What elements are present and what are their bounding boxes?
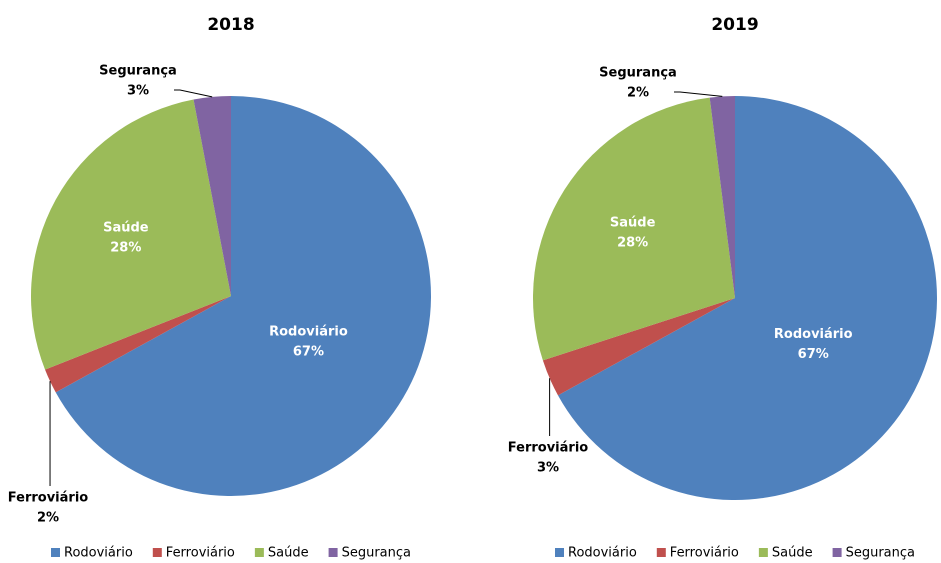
- legend: Rodoviário Ferroviário Saúde Segurança: [51, 546, 411, 561]
- legend: Rodoviário Ferroviário Saúde Segurança: [555, 546, 915, 561]
- data-label-name: Ferroviário: [508, 441, 588, 456]
- legend-swatch: [254, 548, 264, 557]
- data-label-name: Ferroviário: [8, 491, 88, 506]
- data-label-name: Saúde: [103, 221, 149, 236]
- chart-title: 2018: [207, 15, 254, 35]
- pie-slice: [533, 97, 735, 361]
- data-label-value: 3%: [537, 461, 559, 476]
- pie-slice: [542, 298, 735, 396]
- data-label-name: Saúde: [610, 216, 656, 231]
- pie-slice: [709, 96, 735, 298]
- data-label-name: Segurança: [99, 64, 177, 79]
- data-label-value: 2%: [627, 86, 649, 101]
- data-label-value: 67%: [293, 344, 324, 359]
- legend-label: Rodoviário: [568, 546, 637, 561]
- data-label-value: 28%: [110, 241, 141, 256]
- legend-swatch: [656, 548, 666, 557]
- pie-slice: [557, 96, 937, 500]
- legend-swatch: [51, 548, 60, 557]
- pie-slice: [30, 99, 231, 370]
- legend-label: Saúde: [772, 546, 813, 561]
- data-label-name: Rodoviário: [269, 324, 348, 339]
- legend-label: Segurança: [846, 546, 915, 561]
- legend-label: Rodoviário: [64, 546, 133, 561]
- legend-label: Ferroviário: [670, 546, 739, 561]
- data-label-value: 2%: [37, 511, 59, 526]
- legend-swatch: [555, 548, 564, 557]
- pie-slice: [193, 96, 231, 296]
- legend-label: Segurança: [342, 546, 411, 561]
- legend-swatch: [758, 548, 768, 557]
- legend-swatch: [832, 548, 842, 557]
- data-label-name: Rodoviário: [774, 327, 853, 342]
- data-label-value: 28%: [617, 236, 648, 251]
- legend-label: Saúde: [268, 546, 309, 561]
- leader-line: [174, 89, 213, 98]
- data-label-value: 3%: [127, 84, 149, 99]
- leader-line: [674, 91, 723, 97]
- legend-swatch: [328, 548, 338, 557]
- legend-swatch: [152, 548, 162, 557]
- pie-slice: [55, 96, 432, 496]
- data-label-name: Segurança: [599, 66, 677, 81]
- chart-title: 2019: [711, 15, 758, 35]
- legend-label: Ferroviário: [166, 546, 235, 561]
- pie-slice: [45, 296, 231, 393]
- data-label-value: 67%: [798, 347, 829, 362]
